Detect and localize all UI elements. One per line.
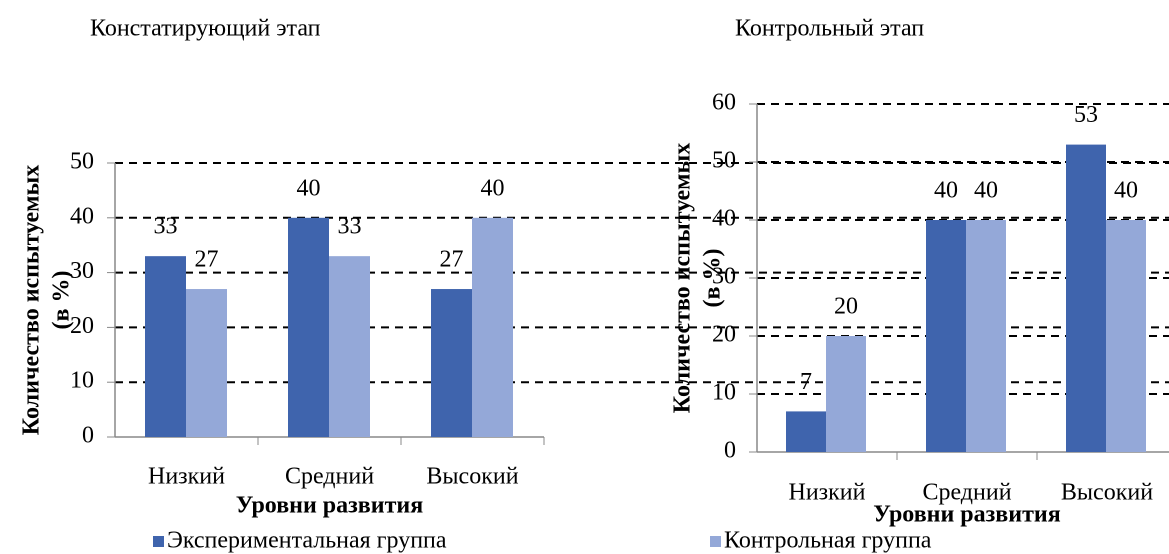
chart: Констатирующий этап Количество испытуемых… [19, 16, 1169, 554]
bar [288, 217, 329, 437]
x-tick-label: Низкий [148, 464, 225, 490]
data-label: 40 [974, 178, 998, 204]
y-tick-label: 0 [82, 423, 94, 449]
data-label: 33 [154, 214, 178, 240]
bar [186, 289, 227, 437]
y-tick-label: 40 [712, 206, 736, 232]
bar [1066, 144, 1106, 452]
y-tick-label: 40 [70, 203, 94, 229]
y-tick-label: 10 [70, 368, 94, 394]
y-tick-label: 20 [712, 322, 736, 348]
x-tick-label: Высокий [1061, 480, 1153, 506]
data-label: 33 [338, 214, 362, 240]
y-tick-label: 20 [70, 313, 94, 339]
y-tick-label: 50 [712, 148, 736, 174]
y-tick-label: 10 [712, 380, 736, 406]
legend-label: Контрольная группа [724, 528, 932, 554]
legend-swatch [153, 536, 164, 547]
x-axis-label: Уровни развития [236, 493, 423, 519]
x-tick-label: Низкий [788, 480, 865, 506]
y-tick-label: 0 [724, 438, 736, 464]
bar [145, 256, 186, 437]
data-label: 40 [934, 178, 958, 204]
bar [329, 256, 370, 437]
bar [826, 336, 866, 452]
data-label: 27 [440, 247, 464, 273]
data-label: 7 [800, 369, 812, 395]
x-tick-label: Высокий [426, 464, 518, 490]
x-axis-label: Уровни развития [873, 502, 1060, 528]
data-label: 27 [195, 247, 219, 273]
y-tick-label: 60 [712, 90, 736, 116]
y-tick-label: 30 [712, 264, 736, 290]
y-axis-label: Количество испытуемых [19, 165, 45, 435]
data-label: 20 [834, 294, 858, 320]
bar [786, 411, 826, 452]
y-tick-label: 50 [70, 149, 94, 175]
bar [472, 217, 513, 437]
x-tick-label: Средний [922, 480, 1011, 506]
data-label: 40 [481, 175, 505, 201]
legend-label: Экспериментальная группа [167, 528, 447, 554]
bar [1106, 220, 1146, 452]
bar [966, 220, 1006, 452]
y-axis-label: Количество испытуемых [670, 143, 696, 413]
bar [431, 289, 472, 437]
y-tick-label: 30 [70, 258, 94, 284]
legend-swatch [710, 536, 721, 547]
chart-title: Контрольный этап [735, 16, 924, 42]
chart-title: Констатирующий этап [90, 16, 321, 42]
chart: Контрольный этап Количество испытуемых (в … [670, 16, 1169, 554]
data-label: 40 [1114, 178, 1138, 204]
data-label: 40 [297, 175, 321, 201]
x-tick-label: Средний [285, 464, 374, 490]
y-axis-label: (в %) [700, 249, 726, 308]
y-axis-label: (в %) [49, 271, 75, 330]
bar [926, 220, 966, 452]
data-label: 53 [1074, 102, 1098, 128]
